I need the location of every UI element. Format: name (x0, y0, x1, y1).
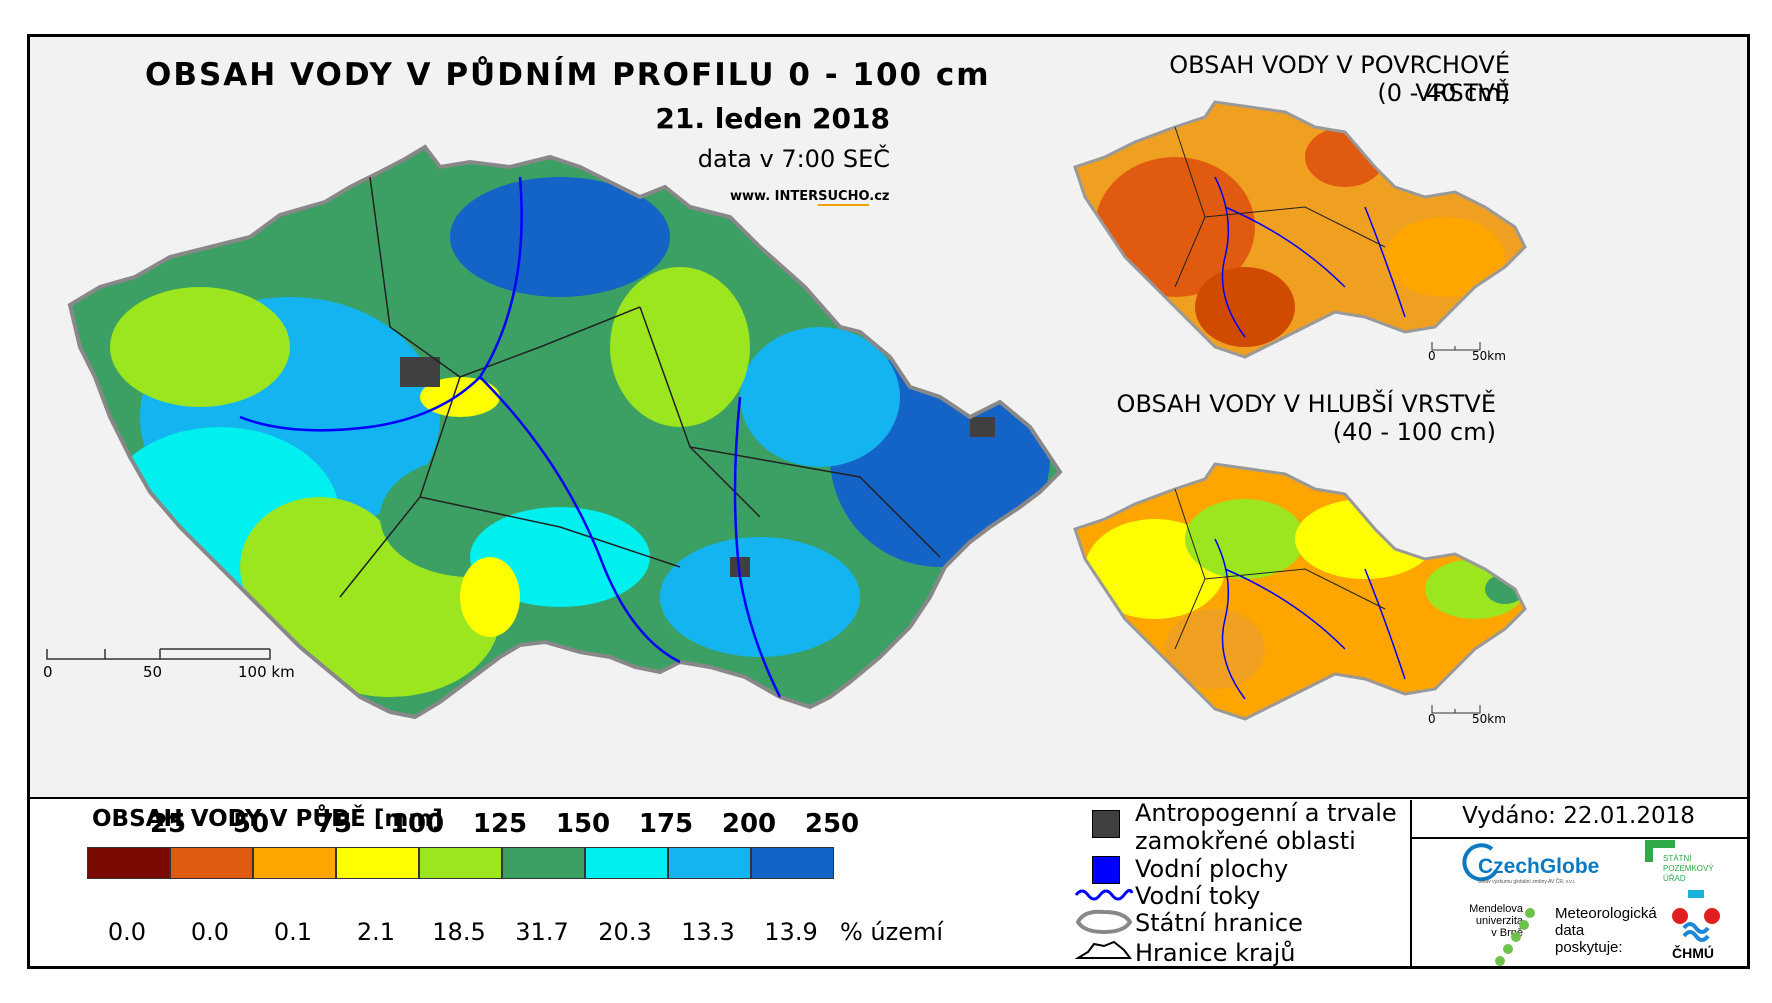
river-label: Vodní toky (1135, 882, 1261, 910)
inset-top-map (1073, 100, 1527, 359)
legend-level-50: 50 (232, 809, 270, 839)
inset-bottom-map (1073, 462, 1527, 721)
maps-area: OBSAH VODY V PŮDNÍM PROFILU 0 - 100 cm 2… (30, 37, 1747, 799)
issued-date: Vydáno: 22.01.2018 (1462, 803, 1695, 829)
mendel-logo: Mendelova univerzita v Brně (1469, 903, 1523, 939)
main-scale-0: 0 (43, 663, 53, 681)
legend-percent-unit: % území (840, 918, 944, 946)
water-swatch (1092, 856, 1120, 884)
inset-top-scale-0: 0 (1428, 349, 1436, 363)
legend-percent-8: 13.3 (681, 918, 735, 946)
map-frame: OBSAH VODY V PŮDNÍM PROFILU 0 - 100 cm 2… (27, 34, 1750, 969)
mendel-logo-icon (1495, 908, 1535, 966)
legend-percent-5: 18.5 (432, 918, 486, 946)
legend-level-25: 25 (149, 809, 187, 839)
spu-logo-icon (1645, 840, 1675, 862)
inset-top-subtitle: (0 - 40 cm) (1377, 79, 1510, 107)
czechglobe-logo: CzechGlobe (1478, 855, 1600, 878)
website-link[interactable]: www. INTERSUCHO.cz (730, 189, 890, 206)
main-scale-50: 50 (143, 663, 163, 681)
main-title: OBSAH VODY V PŮDNÍM PROFILU 0 - 100 cm (145, 57, 991, 93)
water-label: Vodní plochy (1135, 855, 1289, 883)
legend-percent-3: 0.1 (273, 918, 313, 946)
legend-swatch-5 (419, 847, 502, 879)
legend-percent-1: 0.0 (107, 918, 147, 946)
legend-level-175: 175 (638, 809, 694, 839)
legend-swatch-1 (87, 847, 170, 879)
legend-level-200: 200 (721, 809, 777, 839)
inset-bottom-scale-50: 50km (1472, 712, 1506, 726)
legend-level-100: 100 (389, 809, 445, 839)
region-border-label: Hranice krajů (1135, 939, 1296, 967)
spu-logo: STÁTNÍ POZEMKOVÝ ÚŘAD (1663, 854, 1714, 883)
inset-top-scale-50: 50km (1472, 349, 1506, 363)
meteo-provider-label: Meteorologická data poskytuje: (1555, 905, 1657, 956)
legend-swatch-9 (751, 847, 834, 879)
state-border-label: Státní hranice (1135, 909, 1303, 937)
chmu-logo-icon (1672, 890, 1720, 942)
legend-swatch-4 (336, 847, 419, 879)
czechglobe-subtitle: Ústav výzkumu globální změny AV ČR, v.v.… (1478, 879, 1576, 885)
chmu-logo: ČHMÚ (1672, 945, 1714, 961)
anthropogenic-label: Antropogenní a trvale zamokřené oblasti (1135, 799, 1397, 855)
legend-swatch-7 (585, 847, 668, 879)
main-date: 21. leden 2018 (655, 102, 890, 135)
inset-bottom-title: OBSAH VODY V HLUBŠÍ VRSTVĚ (1116, 390, 1496, 418)
legend-percent-9: 13.9 (764, 918, 818, 946)
legend-percent-2: 0.0 (190, 918, 230, 946)
legend-level-75: 75 (315, 809, 353, 839)
legend-percent-6: 31.7 (515, 918, 569, 946)
legend-swatch-3 (253, 847, 336, 879)
legend-level-150: 150 (555, 809, 611, 839)
inset-top-scale-bar (1431, 342, 1481, 351)
legend-swatch-8 (668, 847, 751, 879)
main-map (67, 144, 1063, 720)
inset-top-title: OBSAH VODY V POVRCHOVÉ VRSTVĚ (1169, 51, 1510, 107)
anthropogenic-swatch (1092, 810, 1120, 838)
legend-percent-4: 2.1 (356, 918, 396, 946)
legend-level-125: 125 (472, 809, 528, 839)
legend-level-250: 250 (804, 809, 860, 839)
czechglobe-logo-icon (1462, 843, 1498, 882)
logos-divider (1410, 837, 1412, 966)
state-border-symbol (1075, 909, 1133, 935)
region-border-symbol (1074, 940, 1132, 959)
river-symbol (1074, 888, 1134, 901)
legend-swatch-6 (502, 847, 585, 879)
legend-title: OBSAH VODY V PŮDĚ [mm] (92, 806, 443, 832)
main-scale-100: 100 km (238, 663, 295, 681)
inset-bottom-scale-bar (1431, 705, 1481, 714)
main-scale-bar (46, 648, 271, 660)
inset-bottom-subtitle: (40 - 100 cm) (1332, 418, 1496, 446)
legend-percent-7: 20.3 (598, 918, 652, 946)
main-time: data v 7:00 SEČ (697, 145, 890, 173)
legend-swatch-2 (170, 847, 253, 879)
inset-bottom-scale-0: 0 (1428, 712, 1436, 726)
issued-box (1410, 800, 1749, 839)
